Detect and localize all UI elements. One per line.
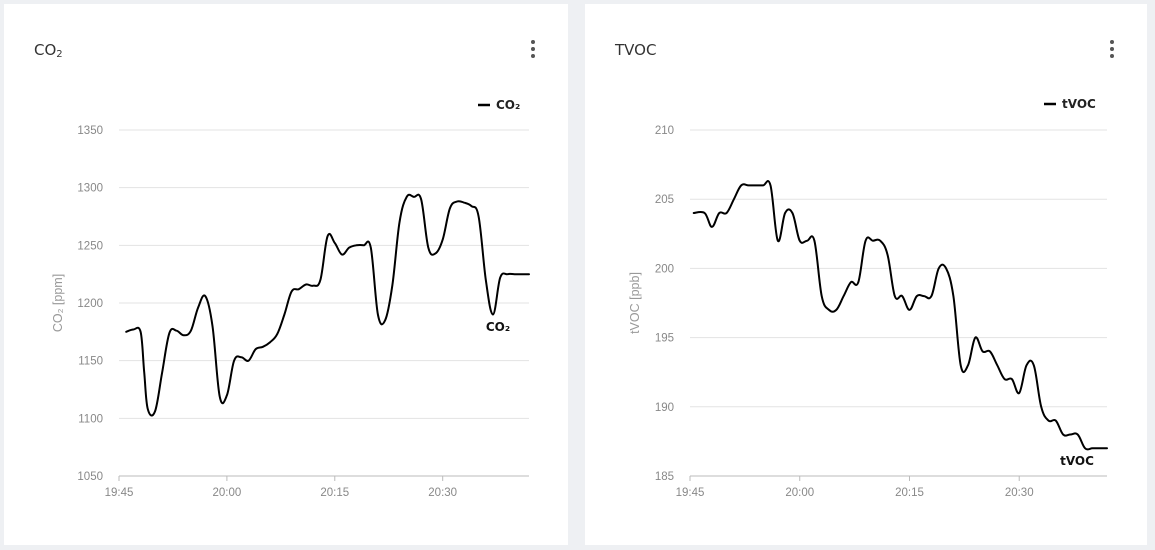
tvoc-x-tick-label: 20:00 bbox=[785, 487, 814, 499]
tvoc-x-tick-label: 19:45 bbox=[676, 487, 705, 499]
co2-series-end-label: CO₂ bbox=[486, 320, 510, 334]
tvoc-more-vertical-icon[interactable] bbox=[1102, 38, 1122, 60]
co2-x-tick-label: 20:00 bbox=[213, 487, 242, 499]
co2-legend-label[interactable]: CO₂ bbox=[496, 98, 520, 112]
tvoc-x-tick-label: 20:15 bbox=[895, 487, 924, 499]
tvoc-series-end-label: tVOC bbox=[1060, 454, 1094, 468]
tvoc-y-tick-label: 195 bbox=[655, 333, 674, 345]
tvoc-card: TVOC 185 190 195 200 205 210 19:45 20:00 20:15 20… bbox=[585, 4, 1147, 545]
co2-y-tick-label: 1300 bbox=[77, 183, 103, 195]
co2-y-tick-label: 1150 bbox=[78, 356, 103, 368]
co2-x-tick-label: 19:45 bbox=[105, 487, 134, 499]
tvoc-y-tick-label: 200 bbox=[655, 263, 674, 275]
co2-series-line bbox=[125, 193, 530, 417]
co2-card-title: CO2 bbox=[34, 41, 63, 60]
co2-chart: 1050 1100 1150 1200 1250 1300 1350 19:45 20:00 20… bbox=[51, 98, 530, 499]
co2-more-vertical-icon[interactable] bbox=[523, 38, 543, 60]
co2-x-tick-label: 20:15 bbox=[320, 487, 349, 499]
tvoc-y-tick-label: 205 bbox=[655, 194, 674, 206]
co2-y-axis-label: CO₂ [ppm] bbox=[51, 274, 65, 332]
tvoc-y-tick-label: 185 bbox=[655, 471, 674, 483]
tvoc-y-tick-label: 190 bbox=[655, 402, 674, 414]
tvoc-card-title: TVOC bbox=[615, 41, 657, 59]
co2-card: CO2 1050 1100 1150 1200 1250 1300 1350 19:45 20:… bbox=[4, 4, 568, 545]
co2-y-tick-label: 1100 bbox=[78, 413, 103, 425]
tvoc-series-line bbox=[692, 180, 1108, 451]
co2-y-tick-label: 1200 bbox=[77, 298, 103, 310]
tvoc-chart: 185 190 195 200 205 210 19:45 20:00 20:15 20:30 tV… bbox=[628, 97, 1108, 499]
tvoc-y-tick-label: 210 bbox=[655, 125, 674, 137]
co2-y-tick-label: 1350 bbox=[77, 125, 103, 137]
co2-y-tick-label: 1050 bbox=[77, 471, 103, 483]
tvoc-legend-label[interactable]: tVOC bbox=[1062, 97, 1096, 111]
tvoc-y-axis-label: tVOC [ppb] bbox=[628, 272, 642, 334]
tvoc-x-tick-label: 20:30 bbox=[1005, 487, 1034, 499]
co2-x-tick-label: 20:30 bbox=[428, 487, 457, 499]
co2-y-tick-label: 1250 bbox=[77, 240, 103, 252]
